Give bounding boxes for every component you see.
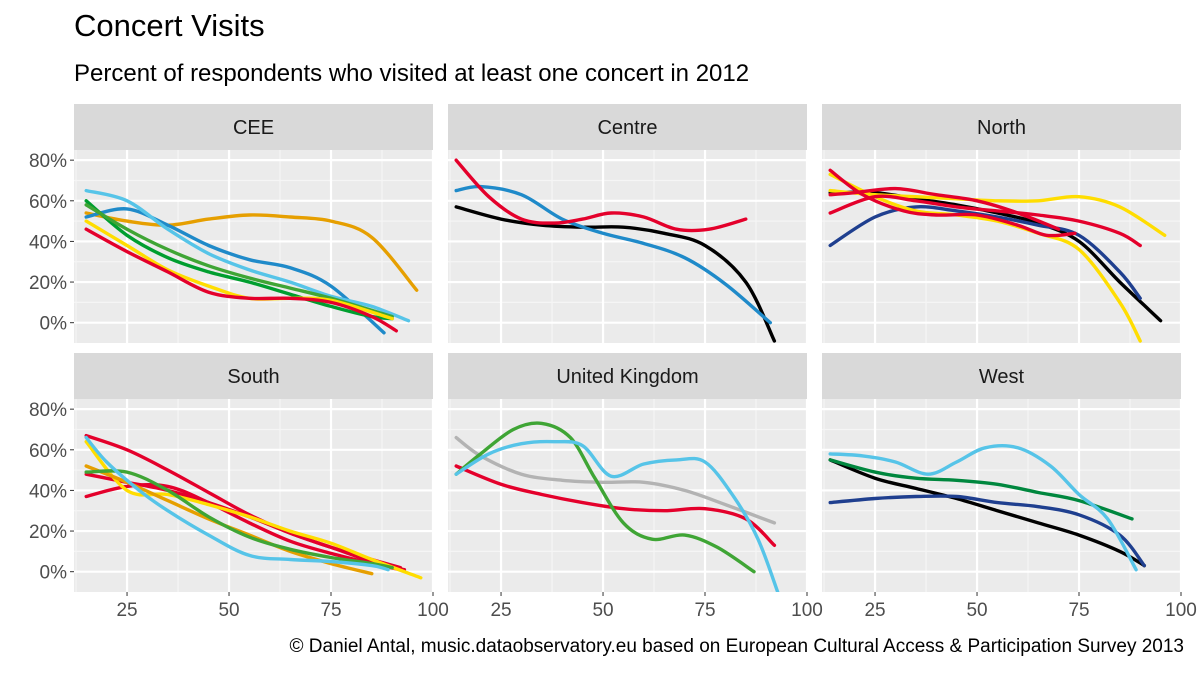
x-tick-label: 50 bbox=[592, 600, 613, 621]
series-line bbox=[454, 184, 772, 325]
x-tick-label: 75 bbox=[694, 600, 715, 621]
y-tick-label: 0% bbox=[40, 314, 68, 335]
y-tick-label: 20% bbox=[29, 522, 67, 543]
y-tick-label: 40% bbox=[29, 232, 67, 253]
y-tick-label: 40% bbox=[29, 481, 67, 502]
x-tick-label: 75 bbox=[320, 600, 341, 621]
series-line bbox=[828, 194, 1142, 248]
series-line bbox=[84, 211, 419, 292]
chart-caption: © Daniel Antal, music.dataobservatory.eu… bbox=[289, 636, 1184, 657]
facet-label: United Kingdom bbox=[556, 366, 698, 388]
y-tick-label: 60% bbox=[29, 192, 67, 213]
x-tick-label: 75 bbox=[1068, 600, 1089, 621]
y-tick-label: 0% bbox=[40, 563, 68, 584]
panel-background bbox=[822, 399, 1181, 592]
series-line bbox=[84, 207, 386, 335]
series-line bbox=[454, 464, 777, 547]
series-line bbox=[828, 458, 1134, 521]
facet-label: CEE bbox=[233, 117, 274, 139]
facet-panel-south: South 0% 20% 40% 60% 80% 25 50 75 100 bbox=[29, 353, 449, 621]
facet-strip bbox=[448, 104, 807, 150]
facet-strip bbox=[448, 353, 807, 399]
x-tick-label: 100 bbox=[1165, 600, 1197, 621]
x-tick-label: 25 bbox=[864, 600, 885, 621]
x-tick-label: 25 bbox=[116, 600, 137, 621]
series-line bbox=[828, 186, 1061, 231]
facet-strip bbox=[822, 104, 1181, 150]
series-line bbox=[454, 435, 777, 525]
series-line bbox=[454, 439, 780, 592]
facet-panel-west: West 25 50 75 100 bbox=[822, 353, 1197, 621]
series-line bbox=[828, 444, 1138, 572]
series-line bbox=[84, 435, 390, 572]
facet-label: South bbox=[227, 366, 279, 388]
facet-label: Centre bbox=[597, 117, 657, 139]
panel-background bbox=[822, 150, 1181, 343]
y-tick-label: 80% bbox=[29, 400, 67, 421]
facet-panel-north: North bbox=[822, 104, 1183, 343]
series-line bbox=[828, 205, 1142, 300]
series-line bbox=[84, 469, 394, 570]
series-line bbox=[84, 199, 394, 321]
series-line bbox=[454, 158, 748, 233]
series-line bbox=[828, 494, 1146, 568]
series-line bbox=[84, 219, 394, 321]
series-line bbox=[454, 205, 777, 343]
y-tick-label: 60% bbox=[29, 441, 67, 462]
facet-strip bbox=[822, 353, 1181, 399]
panel-background bbox=[448, 150, 807, 343]
y-tick-label: 80% bbox=[29, 151, 67, 172]
y-tick-label: 20% bbox=[29, 273, 67, 294]
facet-label: North bbox=[977, 117, 1026, 139]
series-line bbox=[828, 168, 1077, 238]
series-line bbox=[828, 172, 1142, 343]
series-line bbox=[84, 227, 398, 333]
series-line bbox=[84, 440, 423, 580]
x-tick-label: 100 bbox=[417, 600, 449, 621]
x-tick-label: 25 bbox=[490, 600, 511, 621]
chart-subtitle: Percent of respondents who visited at le… bbox=[74, 60, 750, 87]
x-tick-label: 100 bbox=[791, 600, 823, 621]
x-tick-label: 50 bbox=[966, 600, 987, 621]
facet-label: West bbox=[979, 366, 1025, 388]
series-line bbox=[828, 458, 1146, 568]
series-line bbox=[454, 421, 756, 574]
facet-strip bbox=[74, 104, 433, 150]
facet-panel-united-kingdom: United Kingdom 25 50 75 100 bbox=[448, 353, 823, 621]
facet-panel-centre: Centre bbox=[448, 104, 809, 343]
facet-strip bbox=[74, 353, 433, 399]
chart-title: Concert Visits bbox=[74, 8, 265, 43]
x-tick-label: 50 bbox=[218, 600, 239, 621]
series-line bbox=[84, 203, 394, 319]
facet-panel-cee: CEE 0% 20% 40% 60% 80% bbox=[29, 104, 435, 343]
series-line bbox=[84, 188, 411, 323]
